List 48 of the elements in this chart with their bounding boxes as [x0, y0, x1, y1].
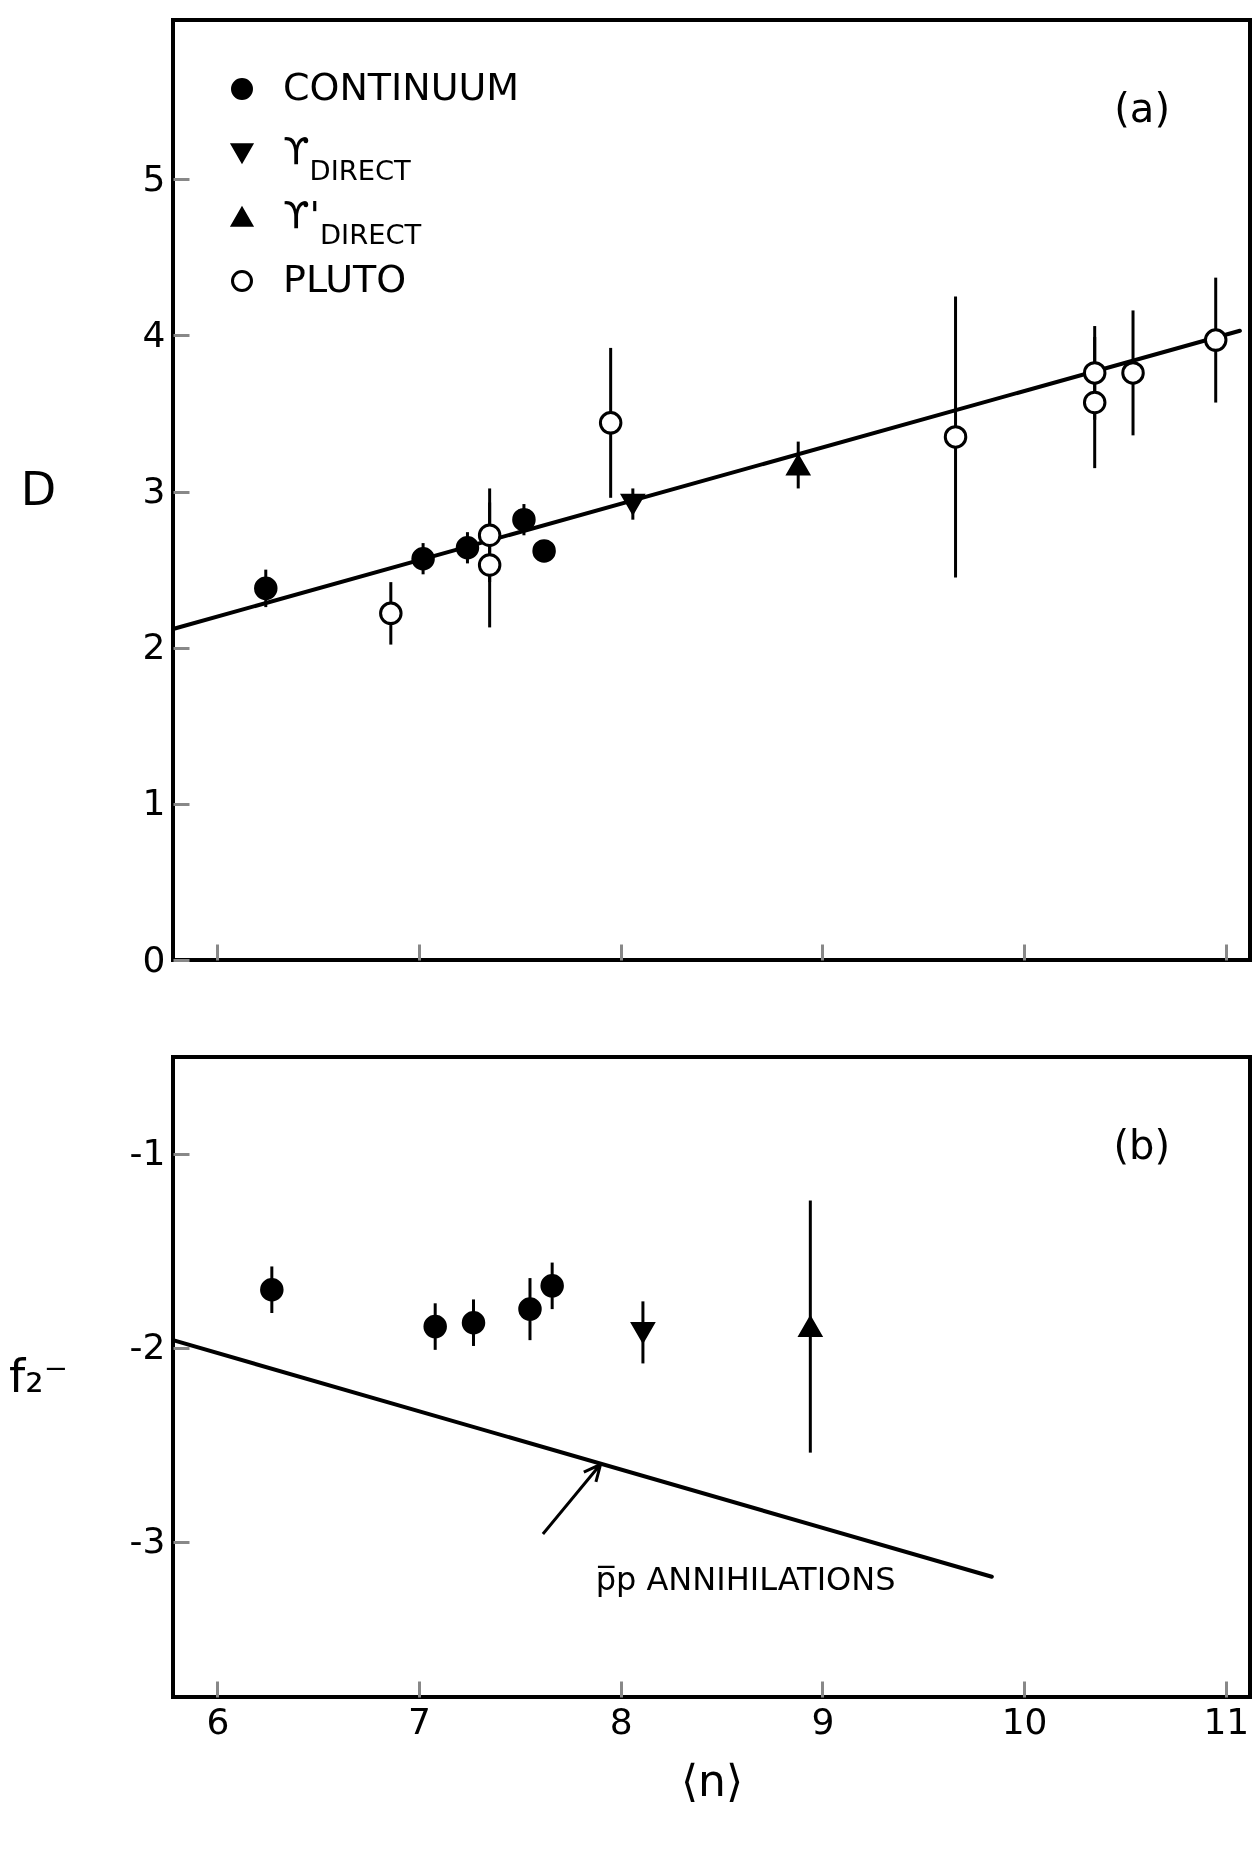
point: [477, 523, 502, 548]
y-axis-title: D: [20, 461, 57, 516]
y-tick-label: 0: [142, 938, 166, 980]
y-tick-label: -3: [129, 1520, 166, 1562]
annotation: (a): [1114, 85, 1170, 131]
point: [461, 1310, 486, 1335]
point: [260, 1278, 284, 1302]
annotation: (b): [1113, 1122, 1170, 1168]
y-tick-label: 4: [142, 313, 166, 355]
y-tick-label: -1: [129, 1132, 166, 1174]
point: [631, 1322, 655, 1343]
y-tick-label: -2: [129, 1326, 166, 1368]
point: [943, 425, 968, 449]
legend-label: ϒ'$_{DIRECT}$: [283, 193, 422, 250]
point: [621, 493, 645, 515]
point: [1082, 361, 1107, 385]
annotation: p̅p ANNIHILATIONS: [595, 1560, 896, 1599]
x-tick-label: 7: [408, 1700, 432, 1742]
point: [1203, 328, 1228, 352]
point: [455, 536, 480, 560]
y-tick-label: 3: [142, 470, 166, 512]
point: [1082, 390, 1107, 415]
point: [411, 546, 435, 571]
point: [512, 507, 536, 532]
y-tick-label: 5: [142, 157, 166, 199]
point: [798, 1316, 823, 1337]
legend-label: ϒ$_{DIRECT}$: [283, 129, 412, 186]
point: [423, 1314, 447, 1339]
y-tick-label: 1: [142, 782, 166, 824]
point: [254, 576, 278, 601]
x-tick-label: 8: [609, 1700, 633, 1742]
x-tick-label: 6: [206, 1700, 230, 1742]
legend-label: PLUTO: [283, 257, 407, 301]
legend-label: CONTINUUM: [283, 65, 520, 109]
point: [532, 539, 556, 563]
x-tick-label: 9: [811, 1700, 835, 1742]
point: [540, 1274, 564, 1298]
point: [1121, 361, 1145, 385]
point: [786, 454, 810, 476]
y-tick-label: 2: [142, 626, 166, 668]
point: [477, 553, 502, 577]
point: [518, 1297, 542, 1321]
y-axis-title: f₂⁻: [9, 1348, 68, 1403]
point: [598, 411, 623, 435]
x-axis-title: ⟨n⟩: [680, 1754, 744, 1806]
x-tick-label: 10: [1001, 1700, 1048, 1742]
point: [379, 601, 403, 626]
x-tick-label: 11: [1203, 1700, 1250, 1742]
